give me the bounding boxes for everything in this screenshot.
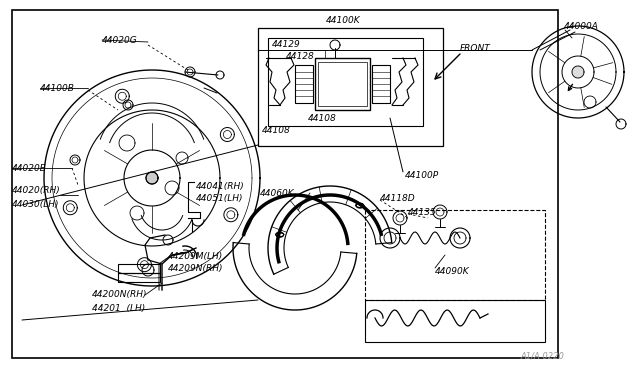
- Text: 44020(RH): 44020(RH): [12, 186, 61, 195]
- Bar: [318, 62, 367, 106]
- Text: 44100B: 44100B: [40, 83, 75, 93]
- Text: 44108: 44108: [308, 113, 337, 122]
- Bar: [295, 65, 313, 103]
- Polygon shape: [572, 66, 584, 78]
- Bar: [315, 58, 370, 110]
- Bar: [12, 10, 558, 358]
- Text: 44129: 44129: [272, 39, 301, 48]
- Text: 44200N(RH): 44200N(RH): [92, 291, 147, 299]
- Bar: [365, 210, 545, 300]
- Text: 44060K: 44060K: [260, 189, 294, 198]
- Bar: [258, 28, 443, 146]
- Text: 44030(LH): 44030(LH): [12, 199, 60, 208]
- Text: 44020E: 44020E: [12, 164, 47, 173]
- Text: 44135: 44135: [408, 208, 436, 217]
- Polygon shape: [146, 172, 158, 184]
- Text: 44041(RH): 44041(RH): [196, 182, 244, 190]
- Text: 44209N(RH): 44209N(RH): [168, 263, 223, 273]
- Text: 44100K: 44100K: [326, 16, 360, 25]
- Text: 44100P: 44100P: [405, 170, 439, 180]
- Text: FRONT: FRONT: [460, 44, 491, 52]
- Text: 44201  (LH): 44201 (LH): [92, 304, 145, 312]
- Bar: [372, 65, 390, 103]
- Text: 44209M(LH): 44209M(LH): [168, 251, 223, 260]
- Bar: [268, 38, 423, 126]
- Text: 44108: 44108: [262, 125, 291, 135]
- Text: 44020G: 44020G: [102, 35, 138, 45]
- Text: 44118D: 44118D: [380, 193, 415, 202]
- Bar: [365, 300, 545, 342]
- Text: 44090K: 44090K: [435, 267, 470, 276]
- Text: 44000A: 44000A: [564, 22, 599, 31]
- Text: A1/A 0220: A1/A 0220: [520, 352, 564, 360]
- Text: 44051(LH): 44051(LH): [196, 193, 243, 202]
- Bar: [118, 264, 160, 282]
- Text: 44128: 44128: [286, 51, 315, 61]
